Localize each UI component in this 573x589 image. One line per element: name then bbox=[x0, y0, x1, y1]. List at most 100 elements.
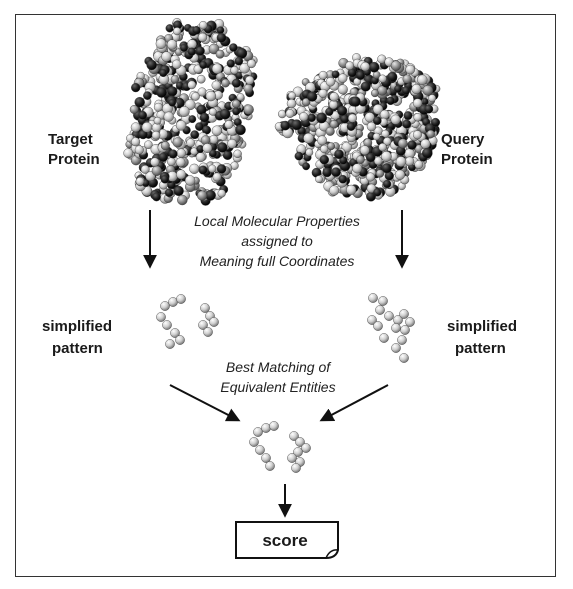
pattern-atom bbox=[261, 423, 271, 433]
simplified-pattern-right bbox=[367, 293, 415, 363]
atom bbox=[140, 164, 150, 174]
atom bbox=[190, 130, 200, 140]
atom bbox=[178, 106, 190, 117]
atom bbox=[364, 112, 375, 123]
atom bbox=[153, 102, 163, 112]
atom bbox=[172, 137, 183, 148]
atom bbox=[151, 122, 162, 133]
local-properties-line1: Local Molecular Properties bbox=[194, 213, 360, 229]
query-protein-label-line2: Protein bbox=[441, 151, 493, 168]
atom bbox=[395, 156, 407, 167]
atom bbox=[348, 113, 358, 123]
atom bbox=[199, 112, 210, 123]
pattern-atom bbox=[170, 328, 180, 338]
atom bbox=[200, 135, 211, 145]
atom bbox=[176, 169, 186, 180]
pattern-atom bbox=[368, 293, 378, 303]
atom bbox=[243, 83, 253, 94]
pattern-atom bbox=[291, 463, 301, 473]
atom bbox=[366, 152, 376, 163]
best-matching-line1: Best Matching of bbox=[226, 359, 332, 375]
atom bbox=[129, 105, 139, 114]
atom bbox=[381, 151, 392, 162]
atom bbox=[338, 174, 348, 184]
atom bbox=[229, 43, 238, 52]
atom bbox=[405, 64, 416, 75]
atom bbox=[301, 97, 311, 107]
pattern-atom bbox=[269, 421, 279, 431]
atom bbox=[327, 142, 335, 151]
atom bbox=[414, 160, 424, 170]
simplified-right-line2: pattern bbox=[455, 340, 506, 357]
atom bbox=[233, 149, 242, 159]
atom bbox=[209, 134, 219, 144]
pattern-atom bbox=[379, 333, 389, 343]
atom bbox=[428, 94, 436, 103]
pattern-atom bbox=[176, 294, 186, 304]
pattern-atom bbox=[209, 317, 219, 327]
atom bbox=[163, 111, 174, 122]
atom bbox=[231, 78, 241, 88]
atom bbox=[208, 43, 220, 55]
atom bbox=[184, 175, 196, 186]
pattern-atom bbox=[249, 437, 259, 447]
atom bbox=[161, 51, 172, 62]
atom bbox=[155, 38, 167, 50]
atom bbox=[211, 80, 222, 91]
atom bbox=[366, 172, 376, 182]
atom bbox=[372, 104, 384, 115]
atom bbox=[211, 63, 223, 74]
atom bbox=[197, 32, 208, 43]
atom bbox=[286, 98, 297, 109]
atom bbox=[134, 96, 145, 108]
atom bbox=[325, 77, 336, 87]
atom bbox=[217, 142, 228, 153]
pattern-atom bbox=[295, 437, 305, 447]
pattern-atom bbox=[200, 303, 210, 313]
atom bbox=[305, 148, 314, 157]
diagram-frame bbox=[15, 14, 556, 577]
atom bbox=[404, 156, 415, 167]
pattern-atom bbox=[261, 453, 271, 463]
pattern-atom bbox=[405, 317, 415, 327]
atom bbox=[417, 74, 428, 86]
atom bbox=[431, 117, 441, 127]
atom bbox=[188, 115, 197, 124]
atom bbox=[325, 126, 335, 136]
atom bbox=[337, 84, 348, 95]
target-protein-label-line2: Protein bbox=[48, 151, 100, 168]
atom bbox=[247, 59, 256, 69]
pattern-atom bbox=[265, 461, 275, 471]
atom bbox=[338, 73, 348, 83]
atom bbox=[187, 39, 197, 50]
atom bbox=[378, 74, 387, 83]
atom bbox=[215, 49, 225, 59]
pattern-atom bbox=[255, 445, 265, 455]
atom bbox=[243, 104, 254, 115]
atom bbox=[168, 99, 176, 107]
atom bbox=[177, 194, 188, 206]
atom bbox=[390, 60, 402, 71]
atom bbox=[320, 144, 329, 154]
atom bbox=[420, 138, 431, 149]
atom bbox=[356, 155, 365, 164]
atom bbox=[337, 105, 348, 116]
atom bbox=[135, 177, 145, 186]
atom bbox=[280, 120, 291, 131]
atom bbox=[294, 151, 304, 161]
atom bbox=[236, 93, 245, 101]
atom bbox=[322, 167, 332, 178]
atom bbox=[151, 130, 161, 140]
atom bbox=[130, 122, 141, 133]
atom bbox=[381, 163, 392, 174]
simplified-left-line2: pattern bbox=[52, 340, 103, 357]
atom bbox=[170, 75, 180, 84]
atom bbox=[329, 92, 339, 102]
atom bbox=[212, 172, 222, 182]
atom bbox=[346, 122, 356, 131]
atom bbox=[403, 111, 413, 121]
atom bbox=[197, 190, 208, 201]
atom bbox=[372, 116, 382, 125]
best-matching-line2: Equivalent Entities bbox=[220, 379, 335, 395]
atom bbox=[230, 66, 239, 75]
